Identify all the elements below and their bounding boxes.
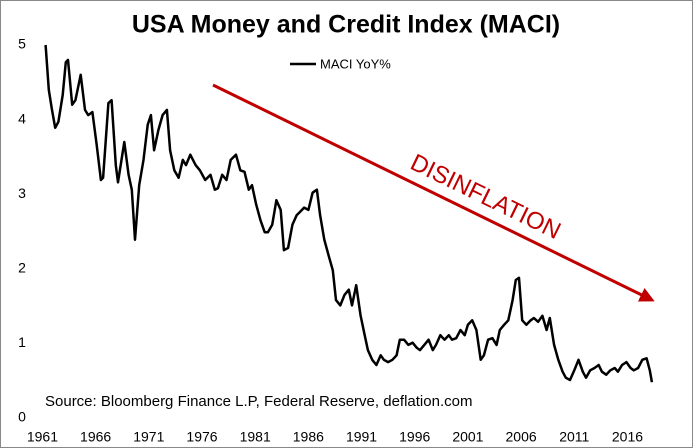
x-tick-label: 1976 xyxy=(186,429,217,445)
y-tick-label: 2 xyxy=(18,260,26,276)
trend-arrow xyxy=(212,83,655,302)
x-tick-label: 2011 xyxy=(559,429,589,445)
x-tick-label: 2006 xyxy=(506,429,537,445)
x-tick-label: 1991 xyxy=(346,429,377,445)
y-tick-label: 0 xyxy=(18,409,26,425)
chart-title: USA Money and Credit Index (MACI) xyxy=(132,11,560,39)
x-tick-label: 1986 xyxy=(293,429,324,445)
y-tick-label: 1 xyxy=(18,334,26,350)
data-line xyxy=(44,44,654,383)
y-tick-label: 5 xyxy=(18,36,26,52)
x-tick-label: 1966 xyxy=(80,429,111,445)
x-tick-label: 1981 xyxy=(240,429,271,445)
x-tick-label: 1996 xyxy=(399,429,430,445)
x-tick-label: 2016 xyxy=(612,429,643,445)
legend-label: MACI YoY% xyxy=(320,56,391,71)
x-tick-label: 1971 xyxy=(133,429,164,445)
y-tick-label: 4 xyxy=(18,110,26,126)
y-tick-label: 3 xyxy=(18,185,26,201)
x-tick-label: 2001 xyxy=(452,429,483,445)
source-note: Source: Bloomberg Finance L.P, Federal R… xyxy=(45,393,472,410)
x-tick-label: 1961 xyxy=(27,429,58,445)
